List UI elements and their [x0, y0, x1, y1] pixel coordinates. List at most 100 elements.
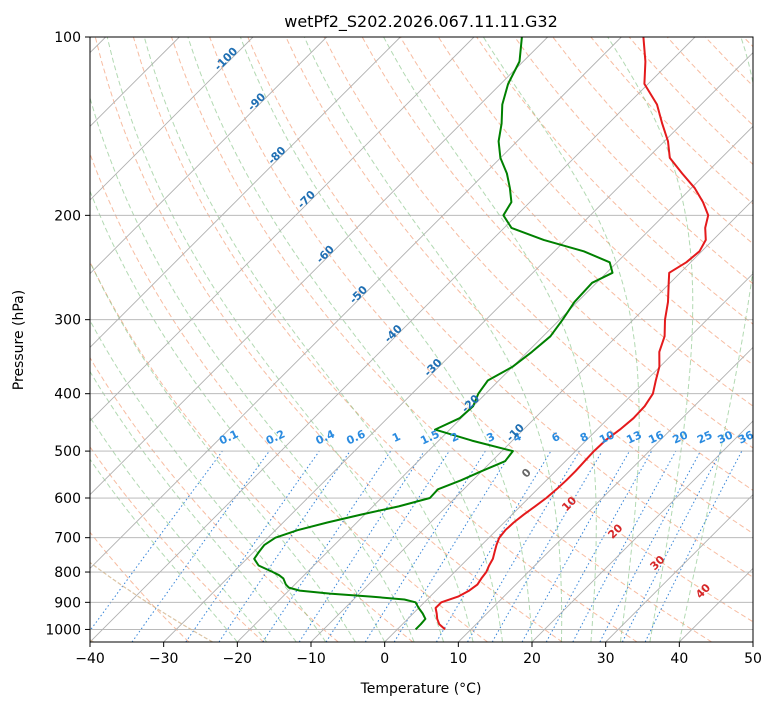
moist-adiabat [678, 37, 753, 642]
x-tick-label: 40 [670, 651, 688, 667]
dewpoint-profile [253, 37, 614, 631]
moist-adiabat [90, 260, 356, 642]
y-tick-label: 900 [54, 595, 81, 611]
dry-adiabat-label: -10 [504, 421, 527, 444]
mixing-ratio-label: 25 [695, 428, 714, 446]
dry-adiabat [90, 446, 264, 642]
y-tick-label: 400 [54, 387, 81, 403]
isotherm [90, 37, 327, 275]
x-tick-label: 0 [380, 651, 389, 667]
dry-adiabat [514, 37, 753, 285]
mixing-ratio-label: 10 [597, 428, 617, 446]
moist-adiabat-label: 30 [648, 553, 668, 573]
isotherm [531, 420, 753, 642]
dry-adiabat [247, 37, 753, 578]
isotherm [90, 37, 696, 642]
y-tick-label: 100 [54, 30, 81, 46]
y-tick-label: 600 [54, 491, 81, 507]
plot-frame [89, 36, 754, 643]
mixing-ratio-label: 0.4 [314, 427, 337, 447]
dry-adiabat [399, 37, 753, 407]
dry-adiabat [90, 356, 339, 642]
moist-adiabat [90, 416, 268, 642]
isotherm [90, 37, 548, 496]
mixing-ratio-label: 13 [624, 428, 643, 446]
mixing-ratio-line [572, 450, 677, 642]
moist-adiabat [303, 37, 563, 642]
dry-adiabat [94, 37, 563, 642]
dry-adiabat [171, 37, 712, 642]
mixing-ratio-line [467, 450, 580, 642]
mixing-ratio-label: 0.1 [217, 427, 240, 447]
y-tick-label: 800 [54, 565, 81, 581]
mixing-ratio-label: 30 [716, 428, 736, 446]
dry-adiabat-label: -90 [245, 90, 268, 113]
x-tick-label: −10 [296, 651, 326, 667]
line-labels: 0.1 0.2 0.4 0.6 1 1.5 2 3 4 6 8 10 13 16 20 25 30 36-100-… [212, 44, 756, 601]
x-tick-label: −20 [223, 651, 253, 667]
moist-adiabat-label: 20 [605, 521, 625, 541]
isotherm [237, 125, 753, 642]
moist-adiabat [607, 37, 694, 642]
y-tick-label: 300 [54, 313, 81, 329]
mixing-ratio-label: 0.6 [344, 427, 367, 447]
moist-adiabat-label: 0 [519, 466, 534, 481]
grid-layer [90, 37, 753, 642]
dry-adiabat [361, 37, 753, 449]
series-layer [253, 37, 710, 631]
mixing-ratio-line [298, 450, 425, 642]
moist-adiabat [239, 37, 533, 642]
mixing-ratio-line [521, 450, 630, 642]
isotherm [90, 37, 254, 201]
mixing-ratio-label: 16 [646, 428, 666, 446]
mixing-ratio-label: 36 [736, 428, 756, 446]
dry-adiabat-label: -70 [295, 188, 318, 211]
y-tick-label: 1000 [45, 622, 81, 638]
mixing-ratio-line [644, 450, 743, 642]
mixing-ratio-label: 6 [550, 430, 563, 445]
dry-adiabat [90, 531, 190, 642]
dry-adiabat [437, 37, 753, 366]
dry-adiabat-label: -50 [347, 283, 370, 306]
x-tick-label: 10 [449, 651, 467, 667]
dry-adiabat [285, 37, 753, 535]
mixing-ratio-line [90, 450, 223, 632]
dry-adiabat [666, 37, 753, 126]
chart-title: wetPf2_S202.2026.067.11.11.G32 [284, 12, 558, 32]
mixing-ratio-line [325, 450, 450, 642]
x-tick-label: 50 [744, 651, 762, 667]
mixing-ratio-line [218, 450, 351, 642]
isotherm [752, 641, 753, 642]
isotherm [90, 37, 622, 569]
isotherm [384, 273, 753, 642]
dry-adiabat [590, 37, 753, 205]
moist-adiabat-label: 40 [693, 581, 713, 601]
reference-curve [90, 561, 213, 642]
x-tick-label: −30 [149, 651, 179, 667]
mixing-ratio-line [599, 450, 701, 642]
mixing-ratio-label: 1 [390, 430, 402, 445]
mixing-ratio-line [545, 450, 653, 642]
dry-adiabat [323, 37, 753, 491]
temperature-profile [434, 37, 710, 631]
isotherm [90, 37, 475, 422]
dry-adiabat-label: -100 [212, 44, 241, 73]
moist-adiabat [482, 37, 640, 642]
moist-adiabat [90, 458, 238, 642]
moist-adiabat [143, 37, 474, 642]
mixing-ratio-line [185, 450, 320, 642]
isotherm [458, 346, 753, 642]
axes-layer: −40 −30 −20 −10 0 10 20 30 40 5010020030040050060… [45, 30, 762, 667]
dry-adiabat [90, 152, 488, 642]
mixing-ratio-label: 3 [485, 430, 497, 445]
isotherm [679, 567, 753, 642]
moist-adiabat [187, 37, 503, 642]
moist-adiabat [90, 189, 386, 642]
dry-adiabat [743, 37, 753, 48]
moist-adiabat [106, 37, 445, 642]
x-axis-label: Temperature (°C) [360, 681, 482, 697]
dry-adiabat [132, 37, 638, 642]
isotherm [90, 37, 401, 348]
moist-adiabat-label: 10 [559, 494, 579, 514]
